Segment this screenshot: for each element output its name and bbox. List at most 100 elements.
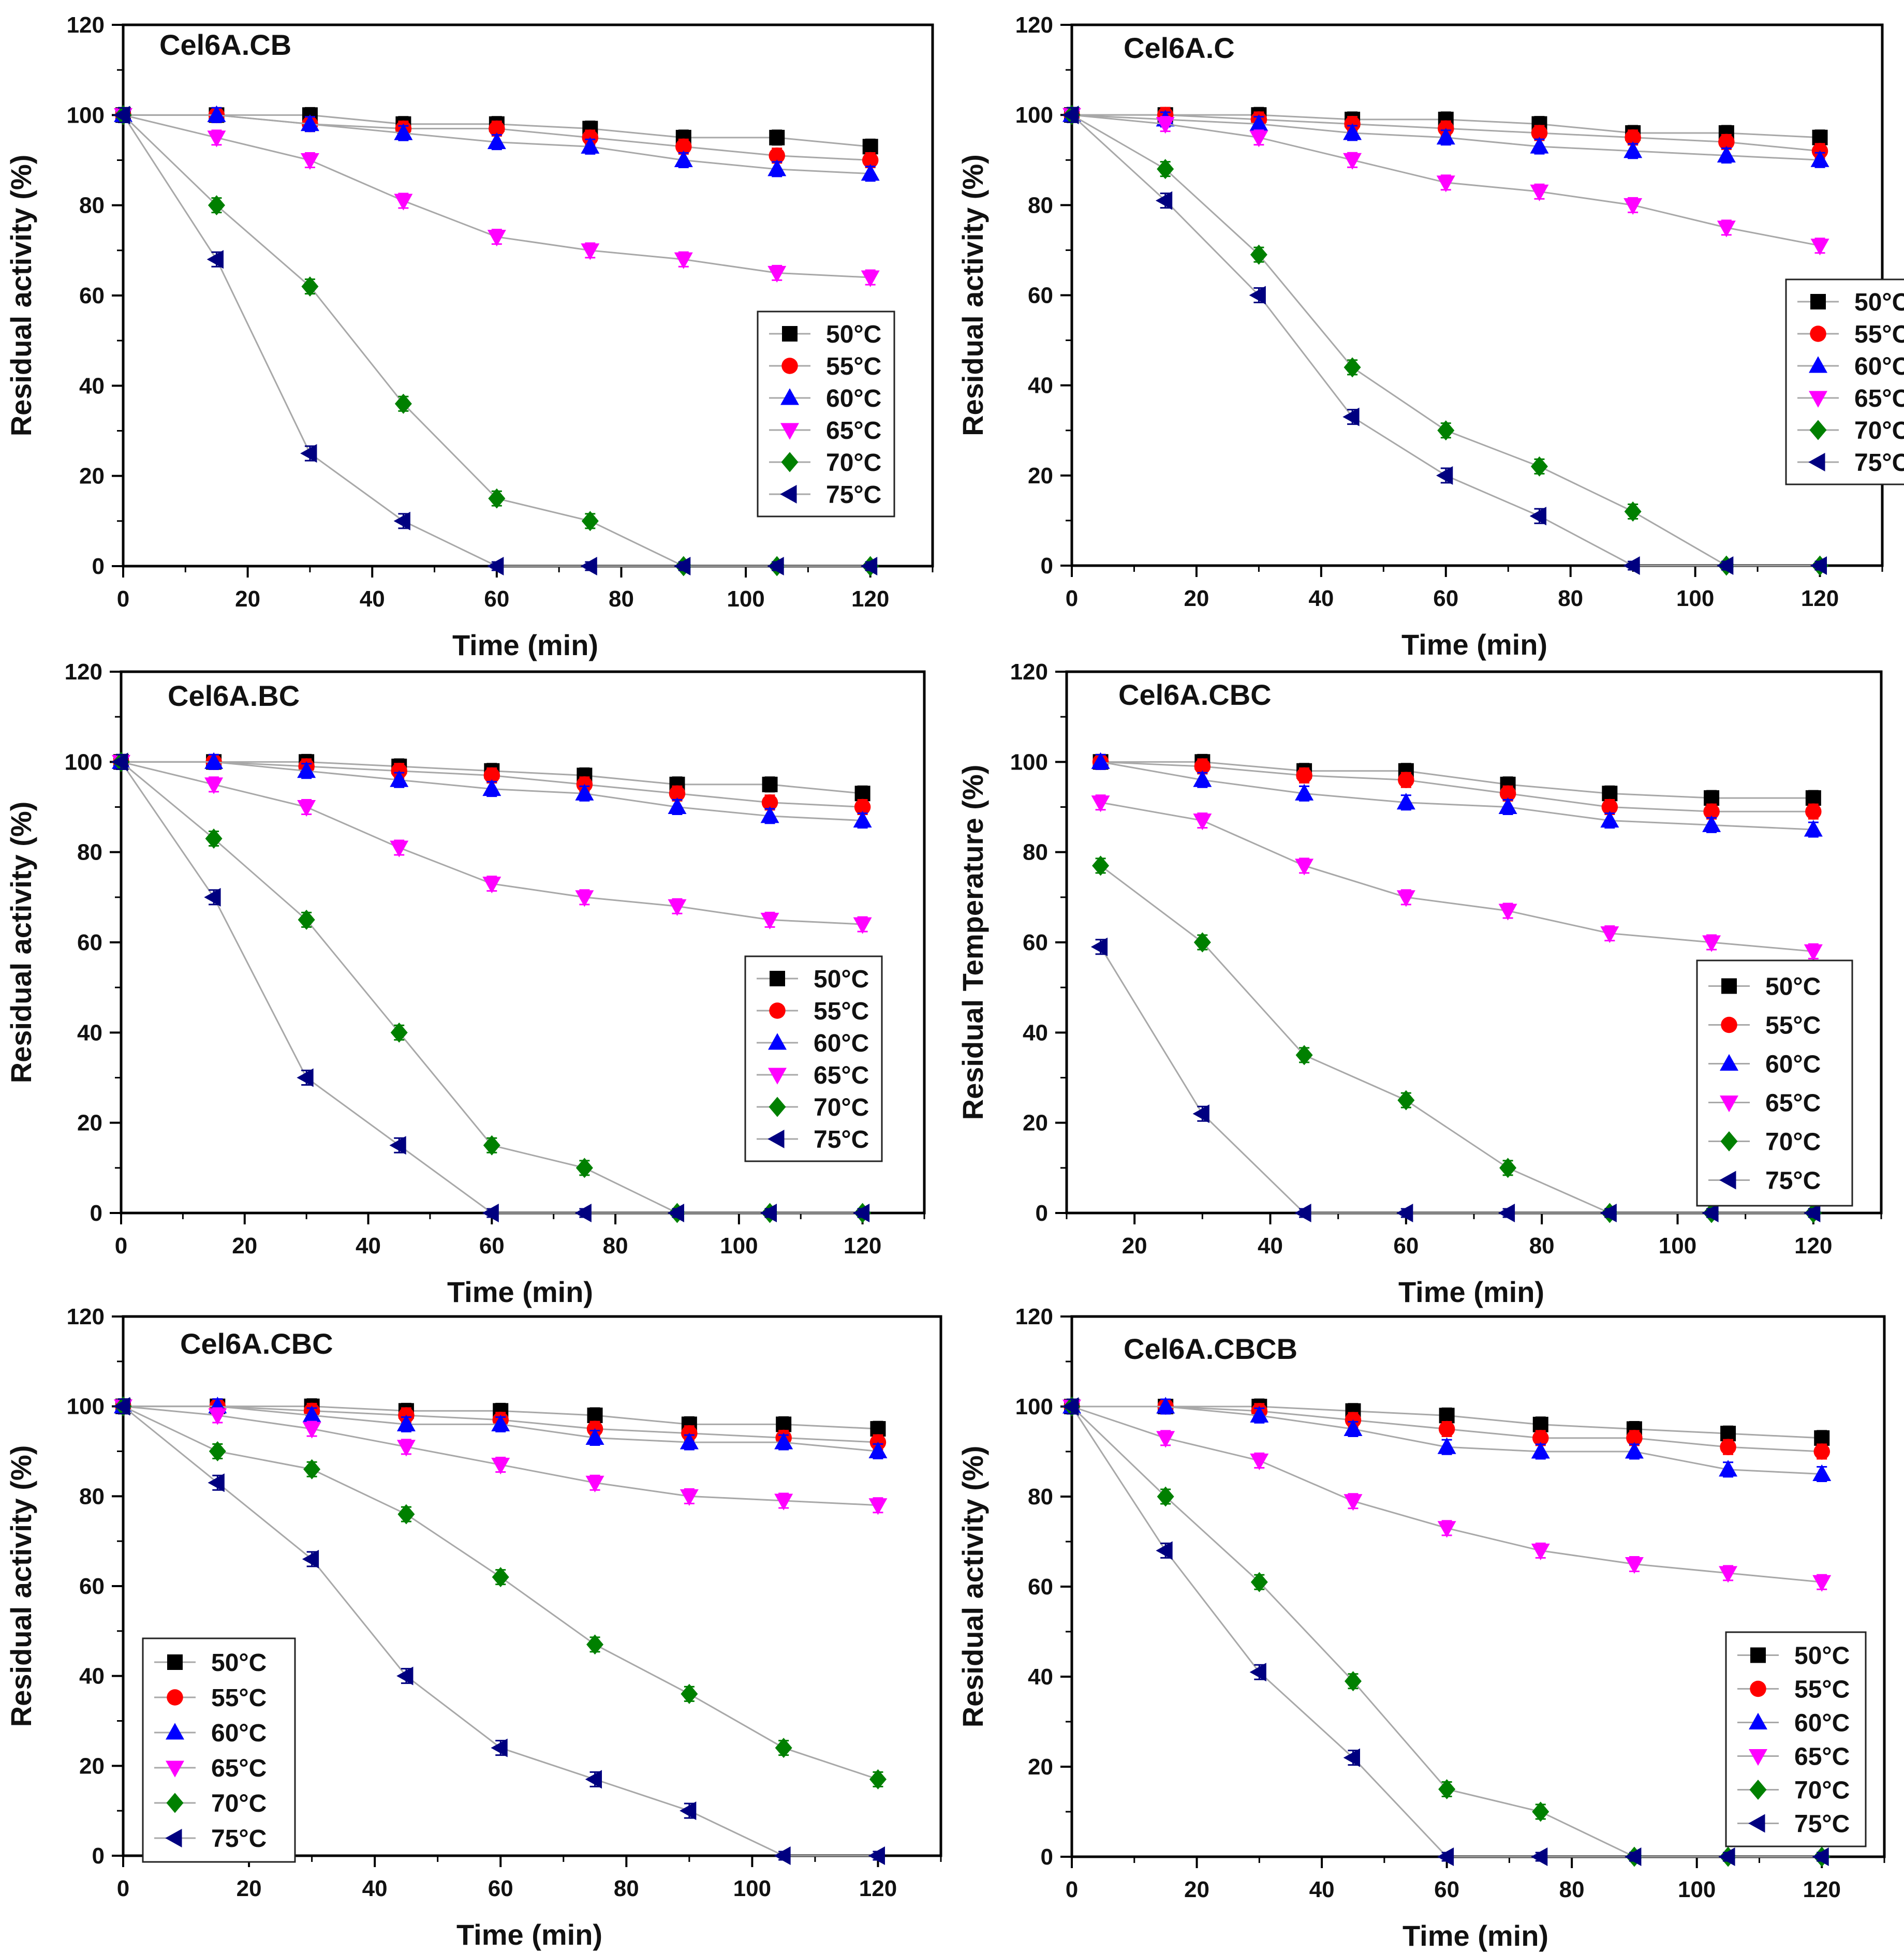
x-tick-label: 20 xyxy=(1184,586,1209,611)
y-tick-label: 120 xyxy=(67,1304,105,1329)
data-point xyxy=(300,114,319,131)
x-tick-label: 80 xyxy=(614,1876,639,1901)
data-point xyxy=(1295,1045,1313,1066)
legend-box xyxy=(1725,1631,1867,1847)
y-tick-label: 20 xyxy=(1023,1111,1048,1136)
x-tick-label: 60 xyxy=(484,586,509,612)
data-point xyxy=(587,1408,603,1424)
data-point xyxy=(1530,184,1549,201)
data-point xyxy=(389,1136,406,1155)
legend-label: 65°C xyxy=(1794,1743,1850,1771)
data-point xyxy=(681,1683,698,1704)
y-tick-label: 40 xyxy=(1028,373,1053,398)
x-axis-title: Time (min) xyxy=(1401,628,1547,661)
data-point xyxy=(669,785,686,802)
data-point xyxy=(1250,244,1267,265)
data-point xyxy=(1810,556,1827,575)
data-point xyxy=(394,194,413,211)
legend-label: 75°C xyxy=(1794,1811,1850,1838)
data-point xyxy=(1805,790,1821,806)
data-point xyxy=(1704,790,1720,806)
y-tick-label: 120 xyxy=(1015,1304,1053,1329)
data-point xyxy=(1192,1104,1209,1123)
series-75c xyxy=(111,752,870,1222)
data-point xyxy=(861,164,880,181)
data-point xyxy=(581,137,600,154)
data-point xyxy=(1194,758,1211,775)
data-point xyxy=(1719,1460,1738,1477)
chart-panel-cel6a-cbc: 0 20 40 60 80 100 120 0 20 40 60 80 100 120 Time (min)… xyxy=(0,1302,952,1953)
data-point xyxy=(574,1204,592,1222)
data-point xyxy=(1249,114,1268,131)
data-point xyxy=(206,250,224,269)
legend-label: 60°C xyxy=(1765,1051,1821,1078)
data-point xyxy=(1530,137,1549,154)
x-tick-label: 120 xyxy=(844,1233,881,1259)
x-tick-label: 40 xyxy=(1258,1233,1283,1259)
series-75c xyxy=(113,1397,885,1865)
data-point xyxy=(586,1634,604,1655)
y-tick-label: 20 xyxy=(1028,463,1053,489)
data-point xyxy=(1344,1671,1362,1692)
data-point xyxy=(1600,810,1619,828)
data-point xyxy=(396,1440,416,1457)
legend-label: 70°C xyxy=(1854,417,1904,445)
data-point xyxy=(774,1432,793,1449)
chart-svg-3: 0 20 40 60 80 100 120 20 40 60 80 100 120 Time (min) R… xyxy=(956,659,1883,1308)
data-point xyxy=(767,265,787,283)
y-tick-label: 0 xyxy=(92,1843,105,1869)
data-point xyxy=(1531,1442,1550,1459)
data-point xyxy=(1250,1572,1268,1592)
chart-title: Cel6A.CBC xyxy=(1118,678,1272,711)
data-point xyxy=(585,1770,602,1789)
x-tick-label: 80 xyxy=(1558,586,1583,611)
data-point xyxy=(297,800,316,817)
legend-marker xyxy=(166,1793,184,1813)
legend-label: 65°C xyxy=(826,417,881,445)
legend-label: 55°C xyxy=(1765,1012,1821,1040)
data-point xyxy=(1810,150,1829,167)
data-point xyxy=(113,1397,130,1416)
data-point xyxy=(205,828,223,849)
legend-marker xyxy=(166,1723,184,1740)
data-point xyxy=(1091,795,1110,812)
series-60c xyxy=(1091,752,1823,838)
legend-marker xyxy=(768,1068,787,1085)
data-point xyxy=(1718,1847,1735,1866)
data-point xyxy=(1062,106,1079,125)
data-point xyxy=(1436,466,1453,485)
data-point xyxy=(303,1459,321,1479)
data-point xyxy=(1156,1431,1175,1448)
series-75c xyxy=(1062,106,1827,575)
legend: 50°C 55°C 60°C 65°C 70°C 75°C xyxy=(142,1637,296,1863)
x-tick-label: 0 xyxy=(117,1876,129,1901)
legend-label: 55°C xyxy=(1854,321,1904,348)
data-point xyxy=(581,243,600,260)
data-point xyxy=(1498,797,1517,814)
y-tick-label: 0 xyxy=(1036,1201,1048,1226)
data-point xyxy=(396,1414,416,1431)
data-point xyxy=(1344,1419,1363,1436)
legend-marker xyxy=(1809,356,1827,373)
chart-panel-cel6a-cbcb: 0 20 40 60 80 100 120 0 20 40 60 80 100 120 Time (min)… xyxy=(952,1302,1903,1953)
data-point xyxy=(1623,198,1643,215)
data-point xyxy=(482,877,501,894)
x-axis-title: Time (min) xyxy=(1403,1919,1548,1952)
legend-marker xyxy=(1750,1647,1766,1663)
data-point xyxy=(1601,798,1618,816)
data-point xyxy=(1156,1397,1175,1414)
data-point xyxy=(776,1416,792,1432)
legend-marker xyxy=(780,485,797,504)
data-point xyxy=(298,909,315,930)
data-point xyxy=(675,138,692,155)
y-tick-label: 100 xyxy=(67,1394,105,1419)
legend-marker xyxy=(780,423,799,440)
x-tick-label: 20 xyxy=(1184,1877,1209,1902)
series-line xyxy=(1100,761,1813,799)
x-axis-title: Time (min) xyxy=(1398,1276,1544,1308)
legend-marker xyxy=(1720,1054,1738,1071)
data-point xyxy=(1499,785,1516,802)
data-point xyxy=(207,130,226,147)
legend-marker xyxy=(780,388,799,405)
data-point xyxy=(208,1473,225,1492)
